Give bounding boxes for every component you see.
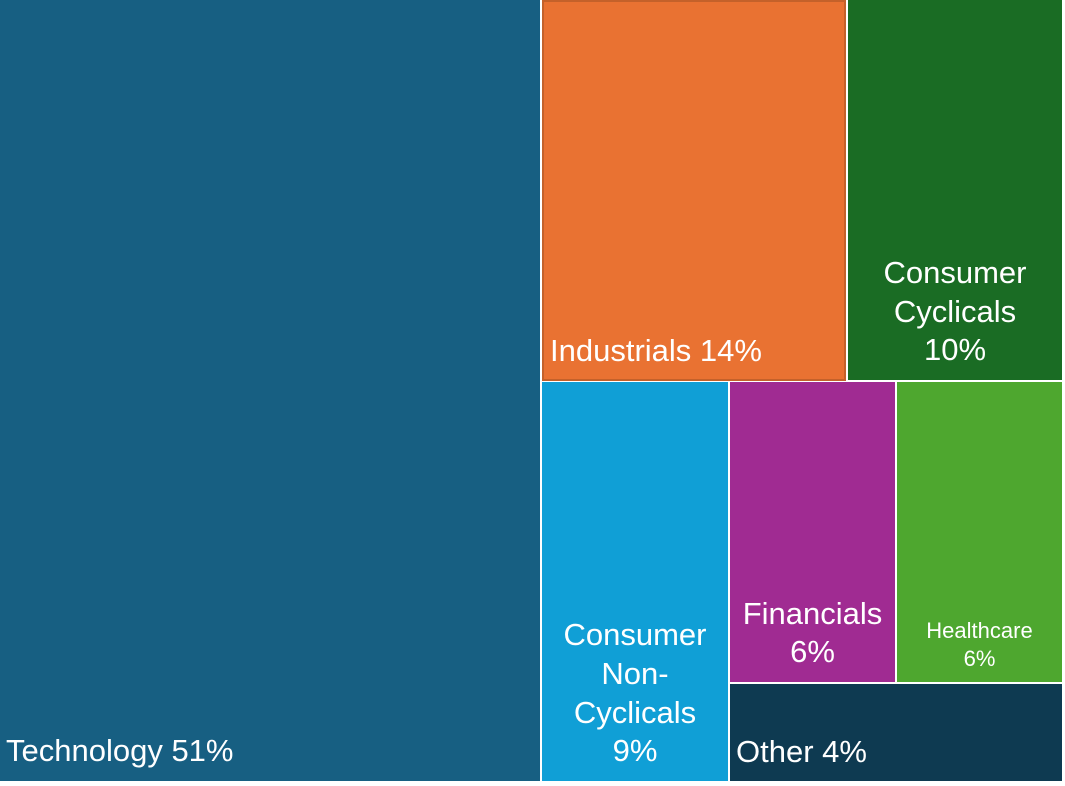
label-line: Cyclicals [893, 293, 1017, 329]
tile-consumer-cyclicals: Consumer Cyclicals 10% [848, 0, 1062, 380]
tile-other: Other 4% [730, 684, 1062, 781]
label-line: Non- [601, 655, 669, 691]
tile-other-label-text: Other 4% [736, 734, 867, 770]
label-line: Financials [742, 595, 883, 631]
tile-healthcare: Healthcare 6% [897, 382, 1062, 682]
label-value: 9% [612, 733, 658, 769]
label-value: 6% [963, 645, 996, 671]
tile-financials: Financials 6% [730, 382, 895, 682]
tile-technology-label: Technology 51% [6, 732, 234, 771]
label-line: Healthcare [926, 618, 1033, 643]
tile-other-label: Other 4% [736, 733, 867, 772]
label-value: 10% [923, 332, 987, 368]
tile-healthcare-label: Healthcare 6% [897, 617, 1062, 672]
label-line: Consumer [563, 617, 707, 652]
tile-industrials-label-text: Industrials 14% [550, 333, 762, 369]
tile-technology-label-text: Technology 51% [6, 733, 234, 769]
tile-financials-label: Financials 6% [730, 595, 895, 673]
label-line: Consumer [883, 254, 1027, 290]
tile-industrials-label: Industrials 14% [550, 332, 762, 371]
label-line: Cyclicals [573, 694, 697, 730]
tile-consumer-cyclicals-label: Consumer Cyclicals 10% [848, 254, 1062, 370]
tile-consumer-non-cyclicals: Consumer Non- Cyclicals 9% [542, 382, 728, 781]
label-value: 6% [790, 634, 835, 670]
tile-consumer-non-cyclicals-label: Consumer Non- Cyclicals 9% [542, 616, 728, 771]
tile-industrials: Industrials 14% [542, 0, 846, 381]
tile-technology: Technology 51% [0, 0, 540, 781]
